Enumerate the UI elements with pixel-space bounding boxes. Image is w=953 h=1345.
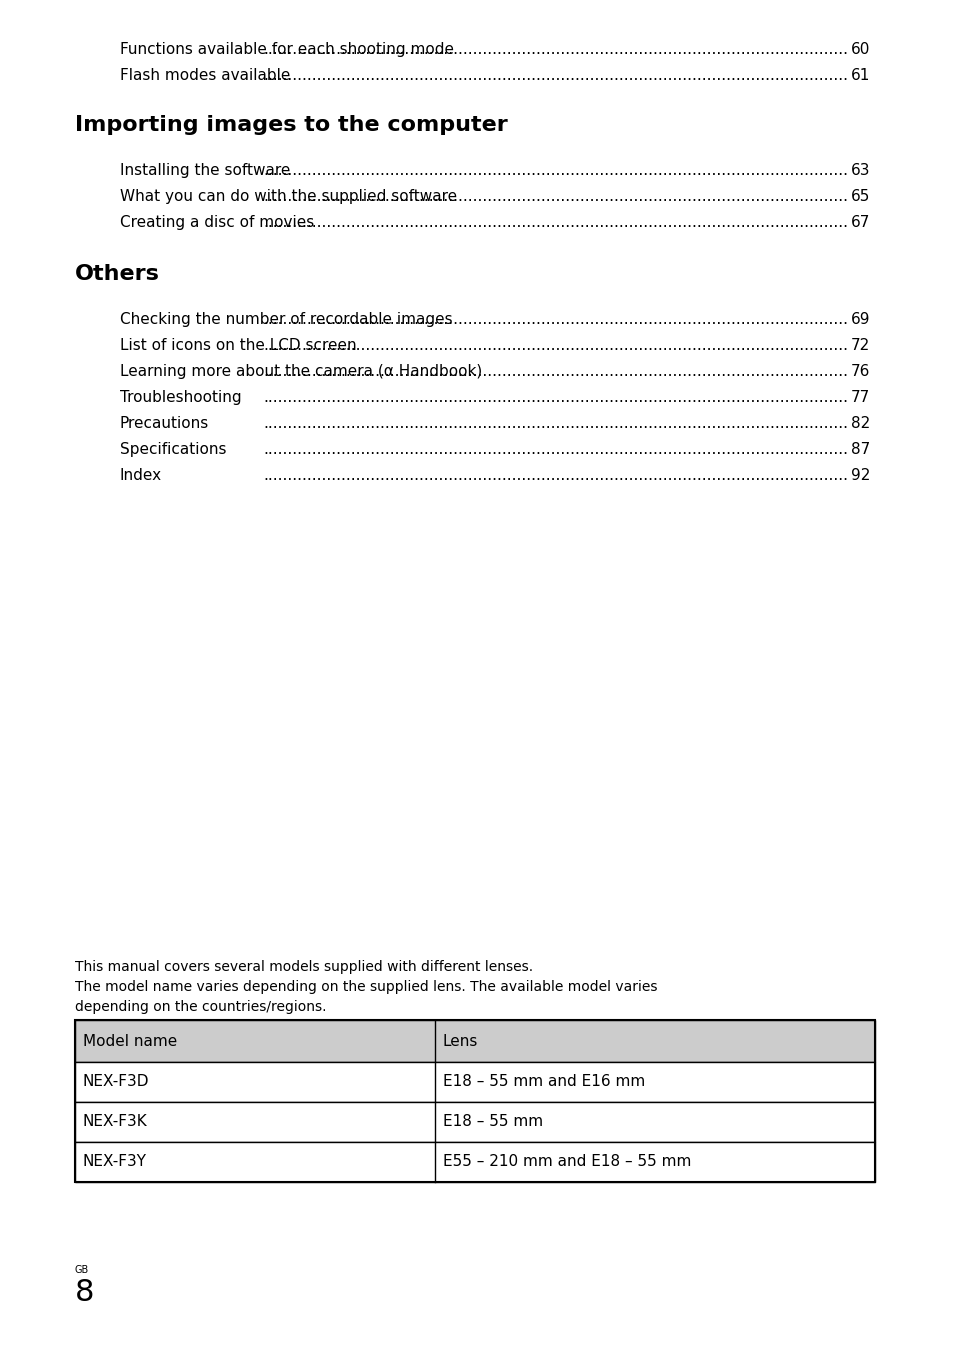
Bar	[75, 1102, 874, 1142]
Text: Others: Others	[75, 264, 160, 284]
Text: 72: 72	[850, 338, 869, 352]
Text: 61: 61	[850, 69, 869, 83]
Text: Precautions: Precautions	[120, 416, 209, 430]
Text: ................................................................................: ........................................…	[263, 215, 847, 230]
Text: ................................................................................: ........................................…	[263, 338, 847, 352]
Text: 65: 65	[850, 190, 869, 204]
Text: Importing images to the computer: Importing images to the computer	[75, 116, 507, 134]
Text: 87: 87	[850, 443, 869, 457]
Text: Flash modes available: Flash modes available	[120, 69, 290, 83]
Text: 8: 8	[75, 1278, 94, 1307]
Text: ................................................................................: ........................................…	[263, 468, 847, 483]
Text: E55 – 210 mm and E18 – 55 mm: E55 – 210 mm and E18 – 55 mm	[442, 1154, 691, 1170]
Text: 77: 77	[850, 390, 869, 405]
Text: ................................................................................: ........................................…	[263, 69, 847, 83]
Text: The model name varies depending on the supplied lens. The available model varies: The model name varies depending on the s…	[75, 981, 657, 994]
Text: ................................................................................: ........................................…	[263, 390, 847, 405]
Text: ................................................................................: ........................................…	[263, 312, 847, 327]
Text: What you can do with the supplied software: What you can do with the supplied softwa…	[120, 190, 456, 204]
Bar	[75, 1020, 874, 1182]
Text: Model name: Model name	[83, 1033, 177, 1049]
Text: 92: 92	[850, 468, 869, 483]
Text: 60: 60	[850, 42, 869, 56]
Text: ................................................................................: ........................................…	[263, 42, 847, 56]
Text: This manual covers several models supplied with different lenses.: This manual covers several models suppli…	[75, 960, 533, 974]
Text: Learning more about the camera (α Handbook): Learning more about the camera (α Handbo…	[120, 364, 482, 379]
Text: Specifications: Specifications	[120, 443, 226, 457]
Text: E18 – 55 mm: E18 – 55 mm	[442, 1115, 542, 1130]
Text: NEX-F3D: NEX-F3D	[83, 1075, 150, 1089]
Text: Creating a disc of movies: Creating a disc of movies	[120, 215, 314, 230]
Text: NEX-F3Y: NEX-F3Y	[83, 1154, 147, 1170]
Text: ................................................................................: ........................................…	[263, 443, 847, 457]
Text: 82: 82	[850, 416, 869, 430]
Text: GB: GB	[75, 1266, 90, 1275]
Text: Index: Index	[120, 468, 162, 483]
Text: ................................................................................: ........................................…	[263, 163, 847, 178]
Bar	[75, 1020, 874, 1063]
Text: List of icons on the LCD screen: List of icons on the LCD screen	[120, 338, 356, 352]
Text: 69: 69	[850, 312, 869, 327]
Text: Installing the software: Installing the software	[120, 163, 290, 178]
Text: Troubleshooting: Troubleshooting	[120, 390, 241, 405]
Text: Checking the number of recordable images: Checking the number of recordable images	[120, 312, 452, 327]
Bar	[75, 1063, 874, 1102]
Text: NEX-F3K: NEX-F3K	[83, 1115, 148, 1130]
Text: depending on the countries/regions.: depending on the countries/regions.	[75, 999, 326, 1014]
Text: 67: 67	[850, 215, 869, 230]
Text: ................................................................................: ........................................…	[263, 190, 847, 204]
Text: Lens: Lens	[442, 1033, 477, 1049]
Text: 63: 63	[850, 163, 869, 178]
Text: ................................................................................: ........................................…	[263, 416, 847, 430]
Text: ................................................................................: ........................................…	[263, 364, 847, 379]
Bar	[75, 1142, 874, 1182]
Text: E18 – 55 mm and E16 mm: E18 – 55 mm and E16 mm	[442, 1075, 644, 1089]
Text: Functions available for each shooting mode: Functions available for each shooting mo…	[120, 42, 454, 56]
Text: 76: 76	[850, 364, 869, 379]
